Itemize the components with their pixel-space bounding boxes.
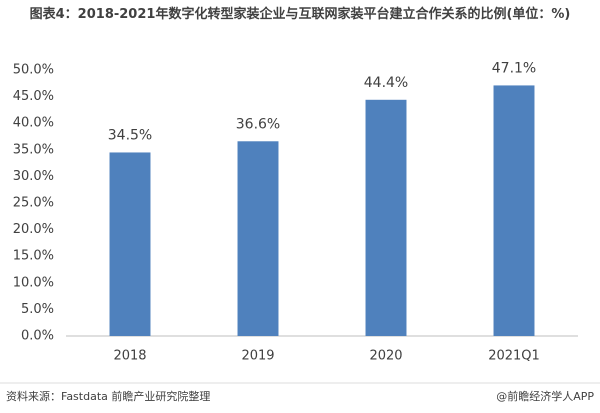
value-label: 47.1% <box>492 60 536 76</box>
bar <box>237 141 279 336</box>
bar <box>493 85 535 336</box>
x-tick-label: 2018 <box>113 349 146 364</box>
brand: @前瞻经济学人APP <box>496 389 594 403</box>
bar <box>109 152 151 336</box>
bar <box>365 99 407 337</box>
value-label: 44.4% <box>364 75 408 91</box>
value-label: 36.6% <box>236 116 280 132</box>
source: 资料来源：Fastdata 前瞻产业研究院整理 <box>6 389 210 403</box>
x-tick-label: 2020 <box>369 349 402 364</box>
y-tick-label: 10.0% <box>13 275 54 290</box>
y-tick-label: 45.0% <box>13 89 54 104</box>
y-tick-label: 35.0% <box>13 142 54 157</box>
y-tick-label: 25.0% <box>13 196 54 211</box>
value-label: 34.5% <box>108 127 152 143</box>
y-tick-label: 40.0% <box>13 116 54 131</box>
chart-title: 图表4：2018-2021年数字化转型家装企业与互联网家装平台建立合作关系的比例… <box>29 7 571 22</box>
y-tick-label: 15.0% <box>13 249 54 264</box>
y-tick-label: 50.0% <box>13 63 54 78</box>
y-tick-label: 30.0% <box>13 169 54 184</box>
y-tick-label: 0.0% <box>21 329 54 344</box>
y-tick-label: 20.0% <box>13 222 54 237</box>
y-tick-label: 5.0% <box>21 302 54 317</box>
x-tick-label: 2019 <box>241 349 274 364</box>
x-tick-label: 2021Q1 <box>488 349 540 364</box>
